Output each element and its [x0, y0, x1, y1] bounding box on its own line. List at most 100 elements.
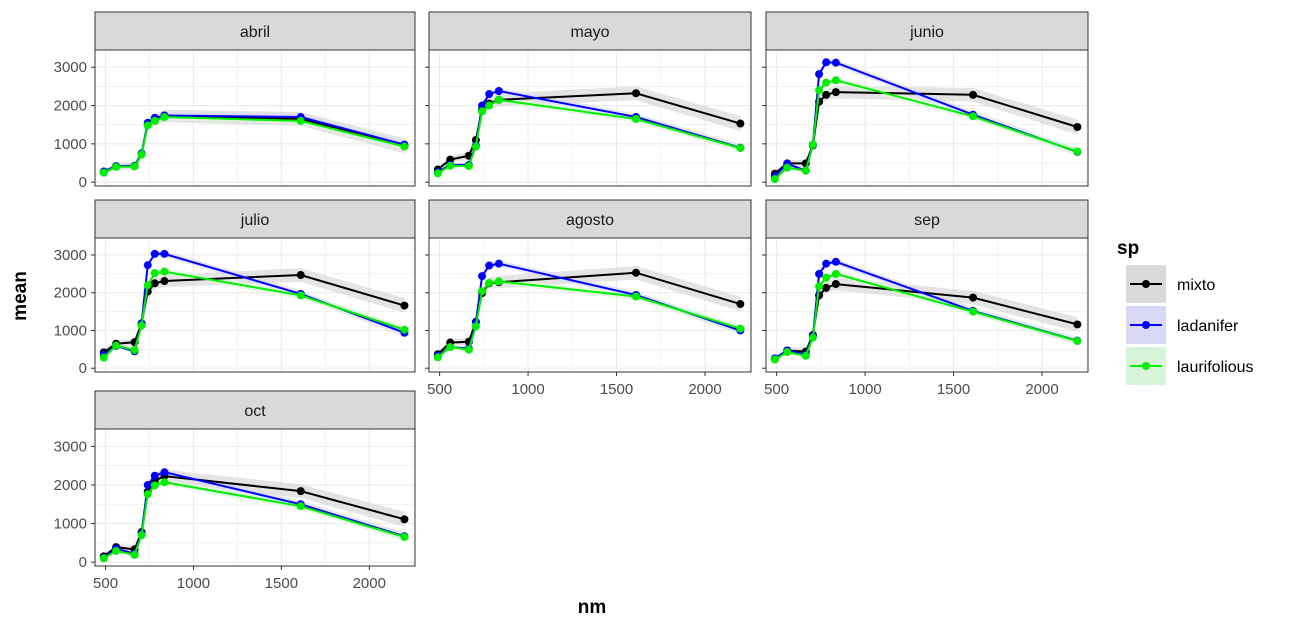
data-point-laurifolious [1073, 147, 1082, 156]
legend-key-point [1142, 362, 1150, 370]
data-point-mixto [822, 90, 831, 99]
data-point-laurifolious [433, 353, 442, 362]
data-point-mixto [736, 300, 745, 309]
data-point-ladanifer [143, 261, 152, 270]
panel-sep: sep 500 1000 1500 2000 [762, 199, 1089, 398]
data-point-laurifolious [130, 550, 139, 559]
data-point-laurifolious [1073, 337, 1082, 346]
y-tick-label: 2000 [54, 285, 87, 302]
data-point-ladanifer [831, 257, 840, 266]
data-point-laurifolious [137, 321, 146, 330]
data-point-laurifolious [783, 347, 792, 356]
x-tick-label: 2000 [1025, 381, 1058, 398]
data-point-laurifolious [143, 490, 152, 499]
data-point-ladanifer [815, 70, 824, 79]
data-point-laurifolious [632, 292, 640, 301]
data-point-ladanifer [150, 471, 159, 480]
data-point-ladanifer [485, 90, 494, 99]
data-point-laurifolious [822, 273, 831, 282]
data-point-laurifolious [969, 112, 977, 121]
data-point-mixto [1073, 123, 1082, 132]
data-point-ladanifer [815, 269, 824, 278]
legend-label: ladanifer [1177, 318, 1239, 335]
x-tick-label: 2000 [353, 575, 386, 592]
x-tick-label: 1000 [511, 381, 544, 398]
data-point-laurifolious [632, 114, 640, 123]
data-point-laurifolious [160, 478, 169, 487]
facet-strip [428, 199, 752, 239]
data-point-ladanifer [822, 259, 831, 268]
panel-junio: junio [762, 11, 1089, 187]
data-point-laurifolious [400, 325, 409, 334]
legend: sp mixto ladanifer laurifolious [1117, 238, 1253, 385]
x-axis-title: nm [578, 597, 607, 618]
data-point-laurifolious [801, 351, 810, 360]
data-point-ladanifer [478, 272, 487, 281]
panel-oct: oct 0 1000 2000 3000 500 1000 1500 2000 [54, 390, 416, 592]
data-point-laurifolious [112, 546, 121, 555]
data-point-laurifolious [969, 307, 977, 316]
data-point-ladanifer [160, 249, 169, 258]
data-point-mixto [831, 280, 840, 289]
panel-abril: abril 0 1000 2000 3000 [54, 11, 416, 191]
data-point-ladanifer [150, 249, 159, 258]
y-tick-label: 3000 [54, 247, 87, 264]
data-point-mixto [969, 293, 977, 302]
panel-background [429, 238, 751, 372]
data-point-laurifolious [464, 162, 473, 171]
legend-label: laurifolious [1177, 359, 1253, 376]
data-point-laurifolious [464, 345, 473, 354]
data-point-laurifolious [400, 533, 409, 542]
confidence-band-mixto [103, 268, 405, 355]
data-point-laurifolious [446, 161, 455, 170]
data-point-laurifolious [296, 502, 305, 511]
data-point-laurifolious [112, 341, 121, 350]
data-point-laurifolious [770, 175, 779, 184]
facet-strip-label: abril [240, 24, 270, 41]
data-point-laurifolious [808, 140, 817, 149]
y-tick-label: 1000 [54, 516, 87, 533]
legend-key-point [1142, 321, 1150, 329]
panel-border [765, 49, 1089, 187]
data-point-laurifolious [471, 142, 480, 151]
confidence-band-ladanifer [103, 469, 405, 560]
data-point-mixto [822, 283, 831, 292]
legend-item-mixto: mixto [1126, 265, 1215, 303]
facet-strip-label: julio [240, 212, 270, 229]
data-point-ladanifer [160, 468, 169, 477]
facet-strip-label: agosto [566, 212, 614, 229]
x-tick-label: 1000 [848, 381, 881, 398]
data-point-mixto [400, 515, 409, 524]
legend-title: sp [1117, 238, 1139, 259]
data-point-laurifolious [471, 322, 480, 331]
legend-key-point [1142, 280, 1150, 288]
data-point-laurifolious [150, 116, 159, 125]
data-point-laurifolious [150, 269, 159, 278]
facet-strip-label: mayo [570, 24, 609, 41]
data-point-mixto [736, 119, 745, 128]
data-point-laurifolious [831, 76, 840, 85]
data-point-ladanifer [831, 58, 840, 67]
data-point-laurifolious [736, 144, 745, 153]
data-point-laurifolious [478, 287, 487, 296]
data-point-laurifolious [137, 531, 146, 540]
data-point-laurifolious [160, 113, 169, 122]
panel-border [94, 428, 416, 567]
facet-strip-label: oct [244, 403, 266, 420]
data-point-laurifolious [137, 150, 146, 159]
x-tick-label: 1500 [265, 575, 298, 592]
panel-border [428, 237, 752, 373]
data-point-laurifolious [808, 333, 817, 342]
facet-strip [94, 11, 416, 51]
facet-strip-label: sep [914, 212, 940, 229]
y-tick-label: 0 [79, 360, 87, 377]
legend-label: mixto [1177, 277, 1215, 294]
facet-strip [428, 11, 752, 51]
data-point-laurifolious [485, 101, 494, 110]
confidence-band-mixto [774, 85, 1078, 177]
data-point-ladanifer [494, 86, 503, 95]
data-point-mixto [160, 277, 169, 286]
data-point-laurifolious [478, 107, 487, 116]
data-point-laurifolious [815, 282, 824, 291]
data-point-laurifolious [494, 95, 503, 104]
